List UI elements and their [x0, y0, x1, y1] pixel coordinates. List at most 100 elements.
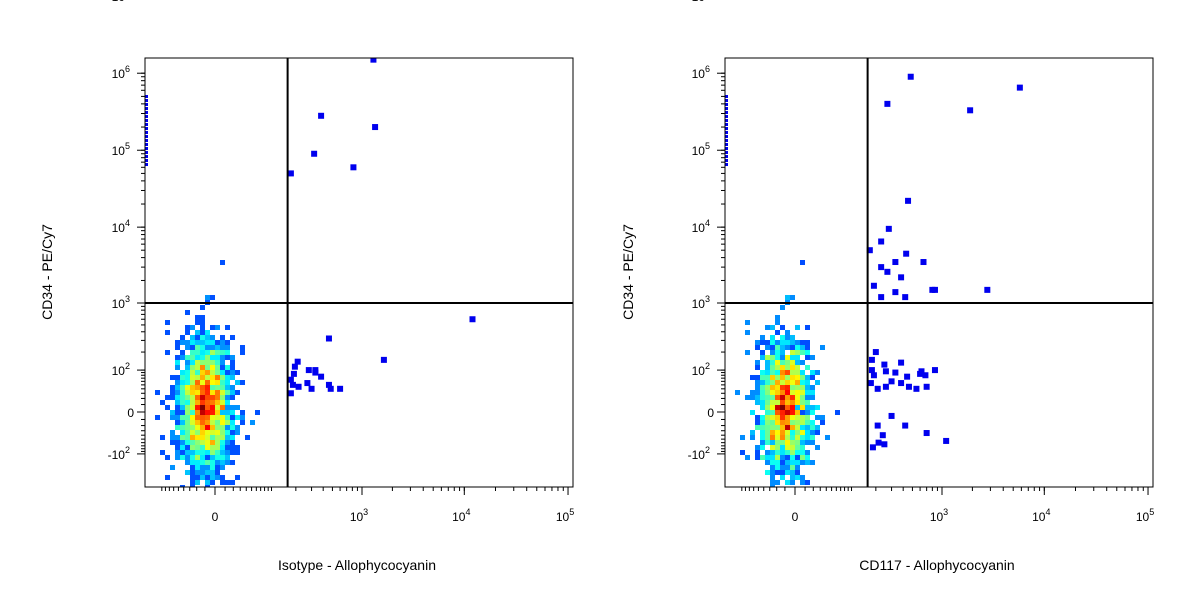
density-cell: [755, 455, 760, 460]
density-cell: [190, 395, 195, 400]
density-cell: [195, 355, 200, 360]
density-cell: [800, 460, 805, 465]
density-cell: [810, 355, 815, 360]
density-cell: [770, 405, 775, 410]
density-cell: [770, 415, 775, 420]
density-cell: [790, 435, 795, 440]
density-cell: [790, 355, 795, 360]
density-cell: [775, 435, 780, 440]
density-cell: [785, 495, 790, 500]
density-cell: [250, 420, 255, 425]
density-cell: [185, 310, 190, 315]
density-cell: [785, 365, 790, 370]
event-point: [931, 286, 938, 293]
density-cell: [775, 450, 780, 455]
density-cell: [810, 430, 815, 435]
density-cell: [775, 390, 780, 395]
density-cell: [185, 375, 190, 380]
density-cell: [780, 365, 785, 370]
density-cell: [790, 365, 795, 370]
density-cell: [760, 405, 765, 410]
density-cell: [795, 345, 800, 350]
density-cell: [805, 365, 810, 370]
density-cell: [240, 350, 245, 355]
density-cell: [190, 505, 195, 510]
event-point: [304, 380, 311, 387]
axis-edge-event: [145, 95, 148, 98]
density-cell: [760, 385, 765, 390]
density-cell: [210, 350, 215, 355]
density-cell: [175, 380, 180, 385]
density-cell: [795, 450, 800, 455]
density-cell: [765, 360, 770, 365]
density-cell: [205, 375, 210, 380]
density-cell: [215, 385, 220, 390]
density-cell: [775, 470, 780, 475]
density-cell: [195, 330, 200, 335]
y-tick-label: 102: [692, 361, 710, 378]
axis-edge-event: [145, 115, 148, 118]
density-cell: [200, 460, 205, 465]
event-point: [350, 164, 357, 171]
density-cell: [770, 395, 775, 400]
density-cell: [205, 490, 210, 495]
density-cell: [795, 385, 800, 390]
density-cell: [775, 430, 780, 435]
density-cell: [180, 405, 185, 410]
density-cell: [790, 455, 795, 460]
density-cell: [810, 410, 815, 415]
plot-frame: [724, 57, 1154, 488]
event-point: [902, 294, 909, 301]
density-cell: [215, 450, 220, 455]
density-cell: [175, 385, 180, 390]
density-cell: [780, 340, 785, 345]
y-tick-label: 107: [112, 0, 130, 4]
x-tick-label: 105: [1136, 507, 1154, 524]
density-cell: [225, 365, 230, 370]
density-cell: [795, 445, 800, 450]
density-cell: [225, 415, 230, 420]
density-cell: [230, 395, 235, 400]
density-cell: [220, 455, 225, 460]
density-cell: [180, 440, 185, 445]
density-cell: [220, 410, 225, 415]
density-cell: [200, 385, 205, 390]
density-cell: [795, 350, 800, 355]
density-cell: [215, 360, 220, 365]
axis-edge-event: [725, 119, 728, 122]
density-cell: [765, 390, 770, 395]
density-cell: [185, 430, 190, 435]
density-cell: [790, 420, 795, 425]
density-cell: [775, 455, 780, 460]
density-cell: [220, 465, 225, 470]
density-cell: [230, 450, 235, 455]
density-cell: [235, 370, 240, 375]
density-cell: [235, 450, 240, 455]
density-cell: [220, 445, 225, 450]
density-cell: [190, 380, 195, 385]
event-point: [878, 294, 885, 301]
density-cell: [210, 420, 215, 425]
density-cell: [225, 440, 230, 445]
density-cell: [255, 410, 260, 415]
density-cell: [205, 440, 210, 445]
density-cell: [755, 375, 760, 380]
density-cell: [770, 435, 775, 440]
density-cell: [195, 335, 200, 340]
density-cell: [165, 405, 170, 410]
density-cell: [190, 365, 195, 370]
density-cell: [190, 370, 195, 375]
y-tick-label: -102: [108, 445, 130, 462]
density-cell: [175, 355, 180, 360]
density-cell: [805, 375, 810, 380]
density-cell: [225, 370, 230, 375]
density-cell: [225, 325, 230, 330]
event-point: [311, 150, 318, 157]
density-cell: [185, 325, 190, 330]
density-cell: [800, 480, 805, 485]
density-cell: [200, 400, 205, 405]
density-cell: [205, 420, 210, 425]
density-cell: [770, 335, 775, 340]
event-point: [878, 238, 885, 245]
density-cell: [760, 380, 765, 385]
